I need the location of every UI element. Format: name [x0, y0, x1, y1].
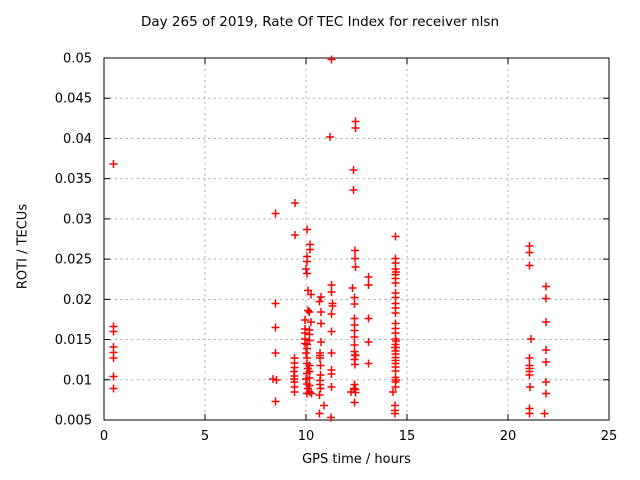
x-tick-label: 10: [298, 429, 315, 444]
x-tick-label: 20: [500, 429, 517, 444]
y-tick-label: 0.03: [63, 212, 92, 227]
y-tick-label: 0.045: [55, 92, 92, 107]
x-axis-label: GPS time / hours: [302, 452, 411, 467]
y-tick-label: 0.01: [63, 373, 92, 388]
y-tick-label: 0.005: [55, 414, 92, 429]
chart-title: Day 265 of 2019, Rate Of TEC Index for r…: [140, 14, 500, 30]
tick-labels: 0 5 10 15 20 25 0.005 0.01 0.015 0.02 0.025 0.03 0.0…: [55, 52, 617, 445]
x-tick-label: 25: [601, 429, 618, 444]
y-tick-label: 0.05: [63, 52, 92, 67]
y-tick-label: 0.02: [63, 293, 92, 308]
x-tick-label: 5: [201, 429, 209, 444]
y-tick-label: 0.04: [63, 132, 92, 147]
y-tick-label: 0.015: [55, 333, 92, 348]
x-tick-label: 0: [100, 429, 108, 444]
grid-lines: [104, 58, 609, 420]
scatter-plus-markers: [109, 55, 550, 422]
y-axis-label: ROTI / TECUs: [15, 203, 31, 290]
data-points: [109, 55, 550, 422]
y-tick-label: 0.035: [55, 172, 92, 187]
plot-border: [103, 57, 610, 421]
x-tick-label: 15: [399, 429, 416, 444]
y-tick-label: 0.025: [55, 253, 92, 268]
